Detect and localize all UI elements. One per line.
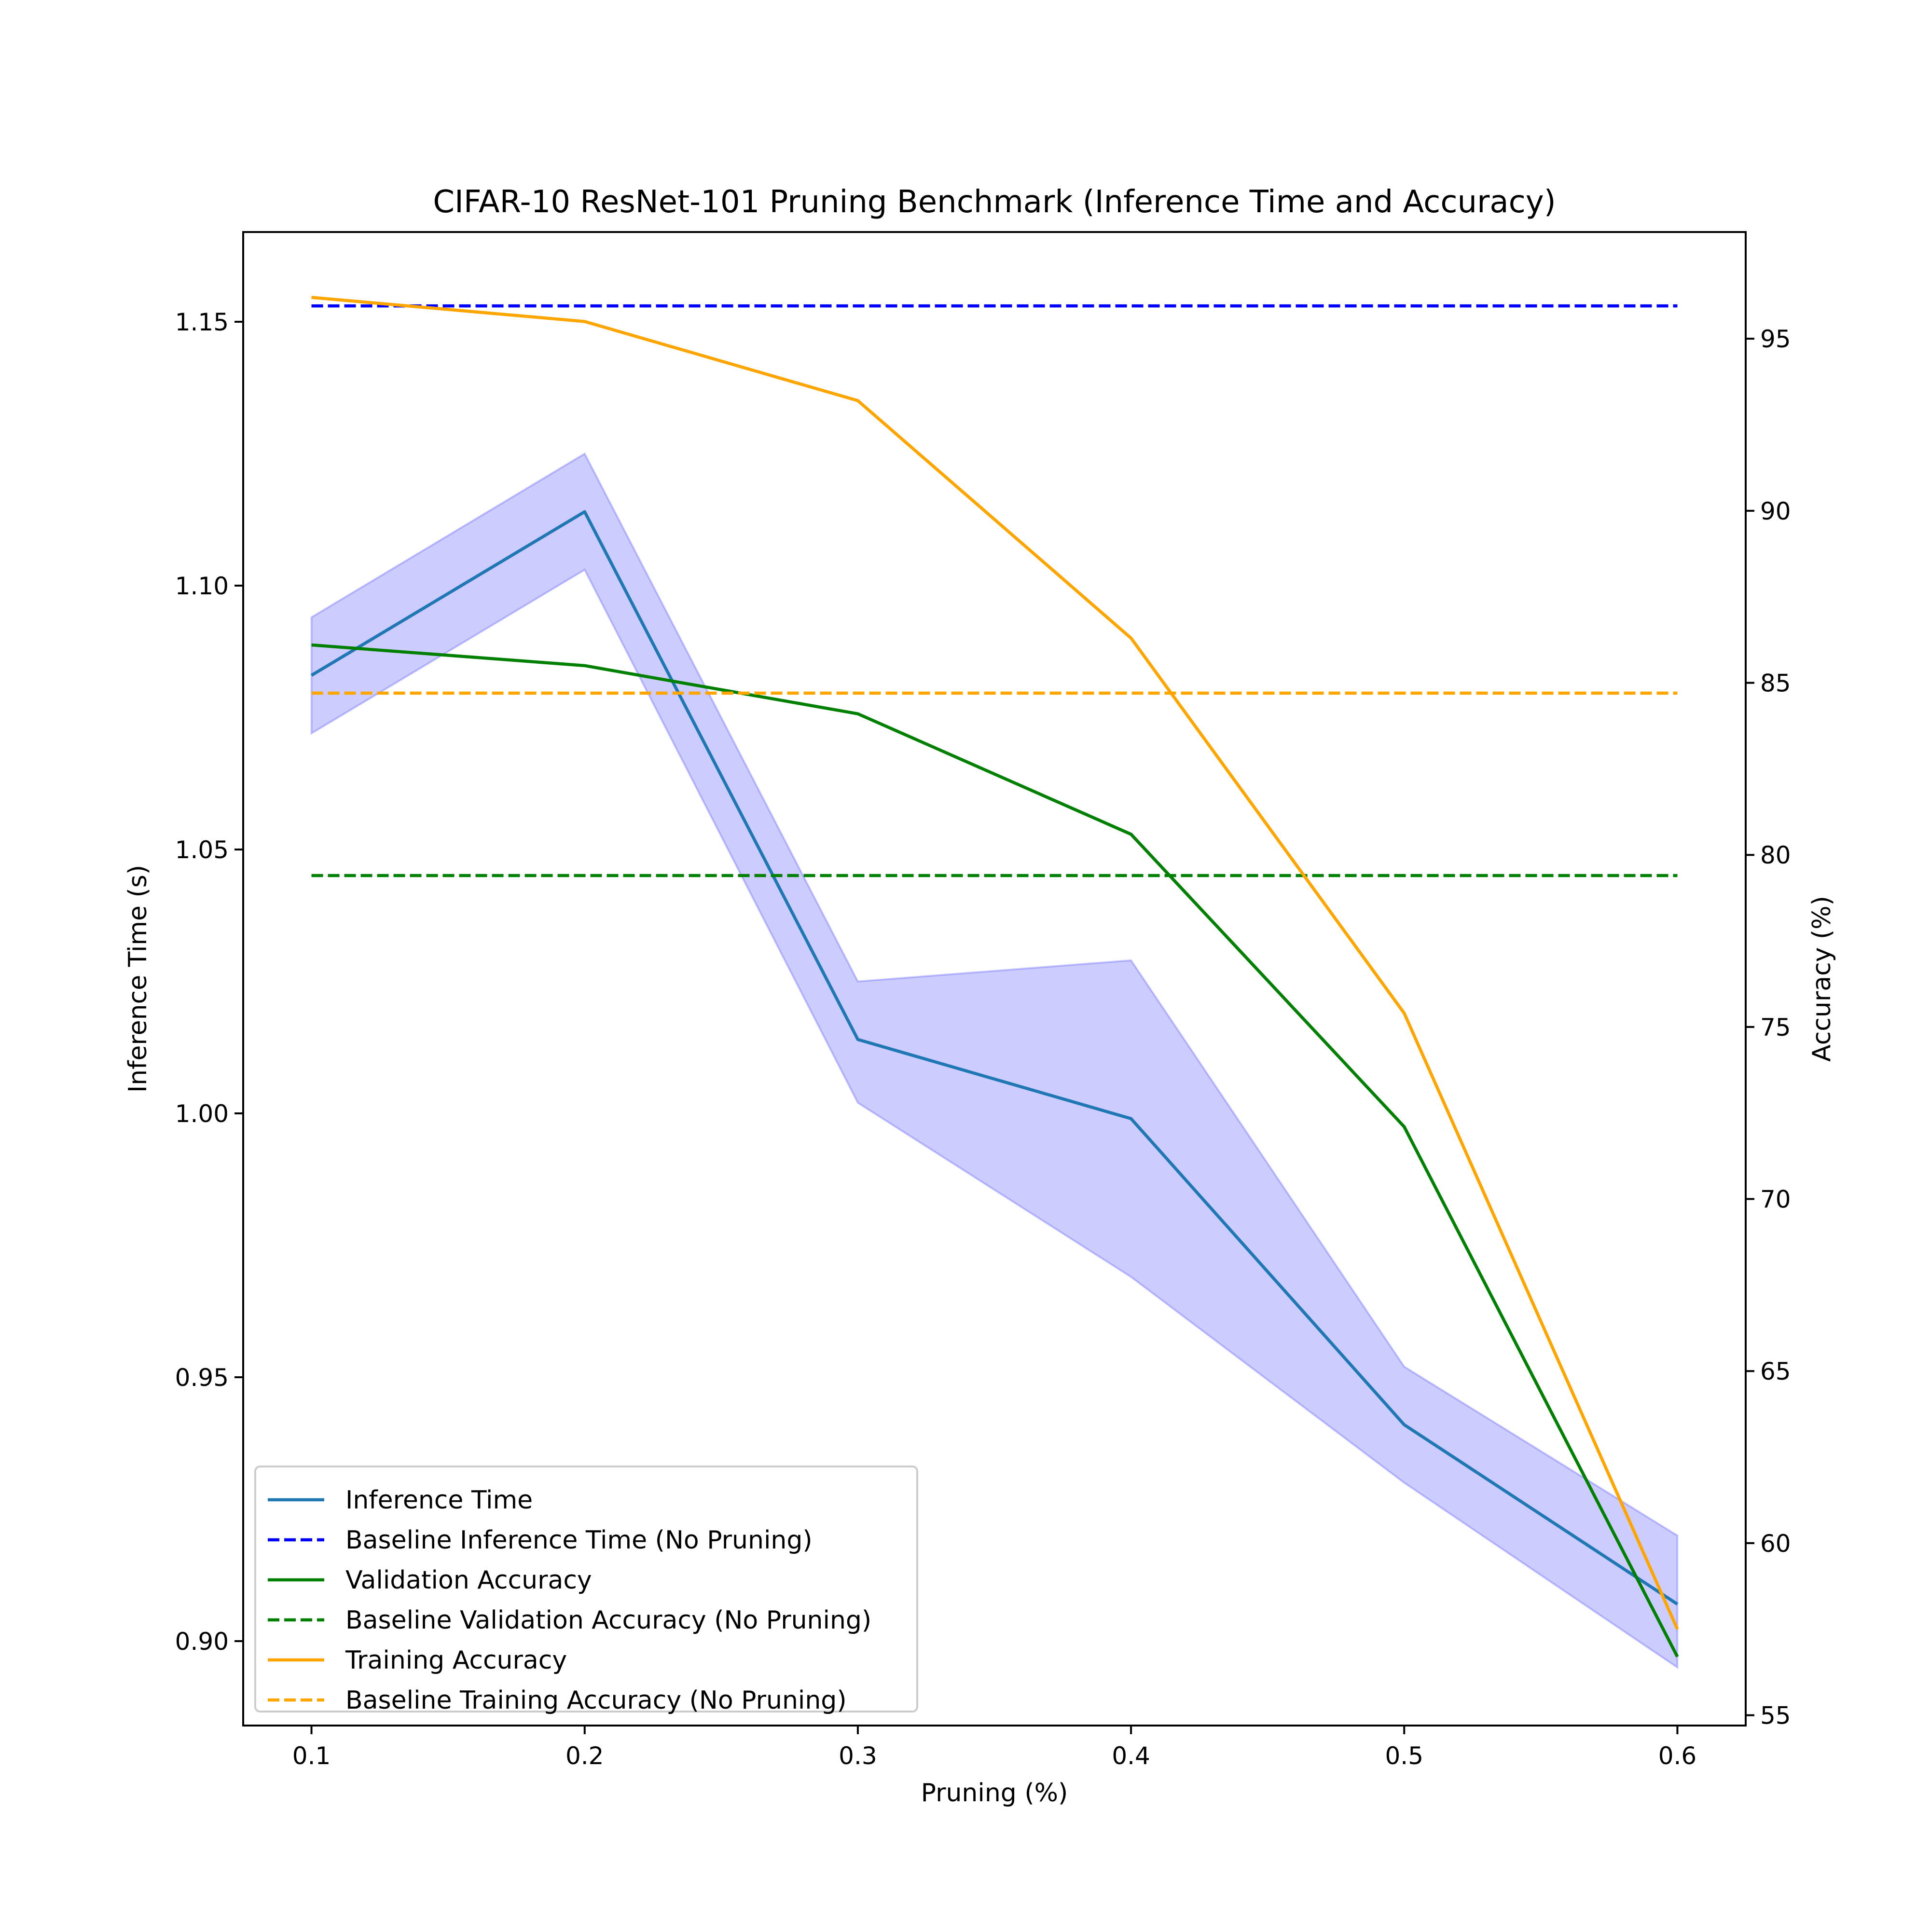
- baseline-validation-accuracy-no-pruning-point: [1677, 875, 1678, 876]
- legend-label-training-accuracy: Training Accuracy: [345, 1646, 567, 1675]
- left-y-axis-label: Inference Time (s): [124, 865, 152, 1093]
- right-y-tick-label: 80: [1760, 841, 1791, 869]
- baseline-validation-accuracy-no-pruning-point: [311, 875, 312, 876]
- left-y-tick-label: 1.00: [175, 1100, 229, 1128]
- legend-box: [254, 1466, 918, 1713]
- left-y-tick-label: 1.05: [175, 836, 229, 864]
- right-y-tick-label: 65: [1760, 1357, 1791, 1385]
- baseline-validation-accuracy-no-pruning-point: [1404, 875, 1405, 876]
- x-tick-label: 0.5: [1385, 1742, 1424, 1770]
- baseline-validation-accuracy-no-pruning-point: [584, 875, 585, 876]
- x-tick-label: 0.4: [1112, 1742, 1150, 1770]
- right-y-tick-label: 90: [1760, 497, 1791, 525]
- legend-label-baseline-validation-accuracy-no-pruning: Baseline Validation Accuracy (No Pruning…: [345, 1606, 871, 1635]
- legend: Inference Time Baseline Inference Time (N…: [254, 1466, 918, 1715]
- legend-label-inference-time: Inference Time: [345, 1486, 533, 1515]
- validation-accuracy-point: [1404, 1126, 1405, 1127]
- legend-label-baseline-inference-time-no-pruning: Baseline Inference Time (No Pruning): [345, 1526, 813, 1555]
- left-y-tick-label: 0.95: [175, 1364, 229, 1392]
- chart-title: CIFAR-10 ResNet-101 Pruning Benchmark (I…: [433, 184, 1556, 220]
- right-y-axis-label: Accuracy (%): [1807, 896, 1836, 1062]
- x-tick-label: 0.6: [1658, 1742, 1697, 1770]
- validation-accuracy-point: [857, 713, 858, 714]
- right-y-tick-label: 85: [1760, 670, 1791, 698]
- x-tick-label: 0.2: [565, 1742, 604, 1770]
- right-y-tick-label: 95: [1760, 325, 1791, 353]
- left-y-axis-ticks: 0.90 0.95 1.00 1.05 1.10 1.15: [175, 308, 243, 1656]
- right-y-tick-label: 75: [1760, 1014, 1791, 1041]
- left-y-tick-label: 1.10: [175, 572, 229, 600]
- training-accuracy-point: [584, 321, 585, 322]
- left-y-tick-label: 1.15: [175, 308, 229, 336]
- training-accuracy-point: [1677, 1629, 1678, 1630]
- right-y-tick-label: 55: [1760, 1702, 1791, 1730]
- legend-label-baseline-training-accuracy-no-pruning: Baseline Training Accuracy (No Pruning): [345, 1686, 847, 1715]
- inference-time-line: [310, 510, 1679, 1606]
- training-accuracy-line: [311, 296, 1679, 1630]
- validation-accuracy-line: [311, 643, 1679, 1658]
- left-y-tick-label: 0.90: [175, 1628, 229, 1656]
- training-accuracy-point: [311, 297, 312, 298]
- x-tick-label: 0.3: [839, 1742, 877, 1770]
- right-y-axis-ticks: 55 60 65 70 75 80 85 90 95: [1746, 325, 1791, 1730]
- inference-time-point: [857, 1039, 858, 1040]
- right-y-tick-label: 70: [1760, 1186, 1791, 1214]
- plot-frame: [242, 231, 1747, 1726]
- x-axis-label: Pruning (%): [921, 1779, 1068, 1808]
- confidence-band-layer: [310, 452, 1679, 1670]
- right-y-tick-label: 60: [1760, 1530, 1791, 1558]
- inference-time-point: [584, 511, 585, 512]
- training-accuracy-point: [1404, 1013, 1405, 1014]
- baseline-validation-accuracy-no-pruning-point: [857, 875, 858, 876]
- legend-label-validation-accuracy: Validation Accuracy: [345, 1566, 592, 1595]
- inference-time-band: [310, 452, 1679, 1670]
- series-lines-layer: [310, 296, 1679, 1658]
- x-axis-ticks: 0.1 0.2 0.3 0.4 0.5 0.6: [292, 1726, 1696, 1770]
- training-accuracy-point: [857, 400, 858, 401]
- validation-accuracy-point: [584, 665, 585, 666]
- x-tick-label: 0.1: [292, 1742, 331, 1770]
